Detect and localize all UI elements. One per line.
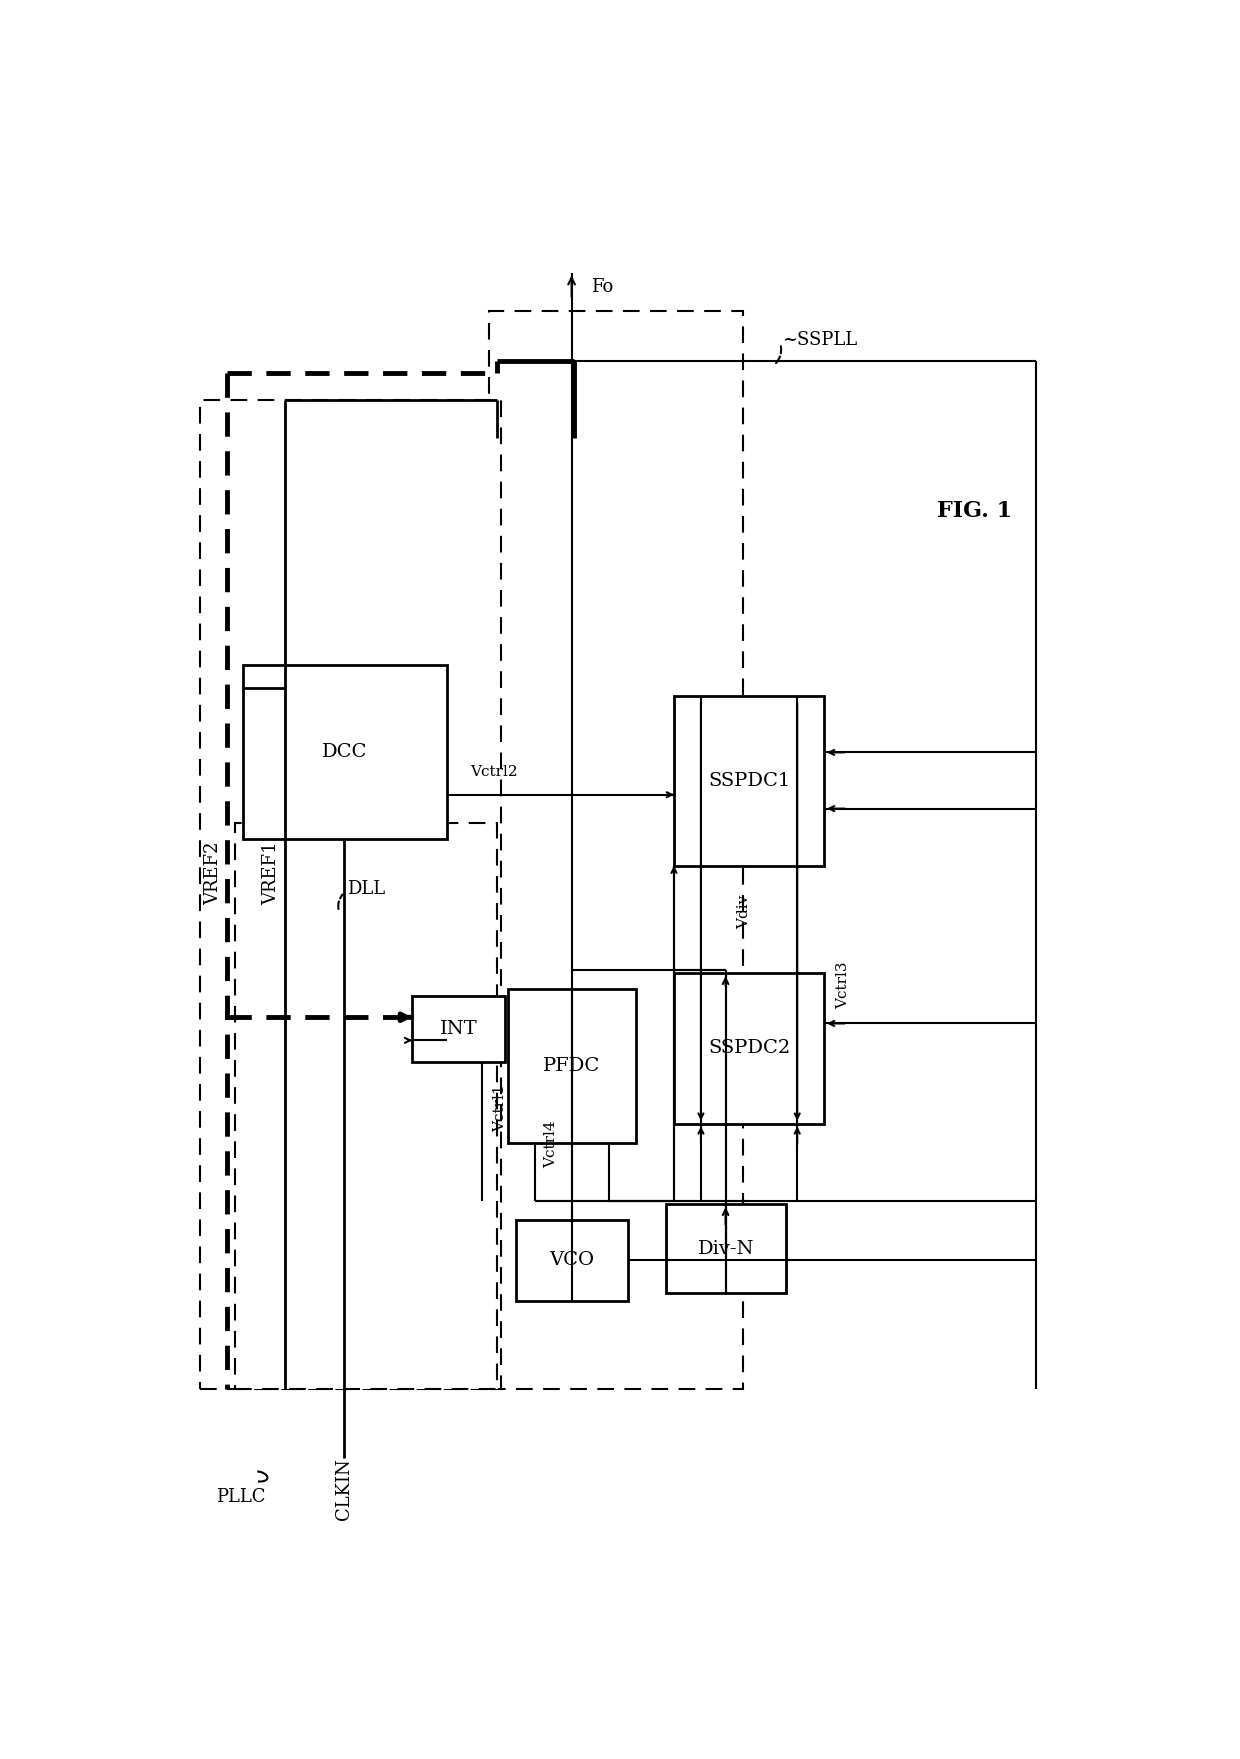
Text: CLKIN: CLKIN: [336, 1458, 353, 1520]
Text: VCO: VCO: [549, 1251, 594, 1270]
Bar: [516, 1219, 627, 1300]
Text: Vctrl2: Vctrl2: [470, 765, 517, 779]
Bar: [412, 997, 505, 1062]
Bar: [236, 823, 497, 1390]
Bar: [508, 989, 636, 1143]
Text: Vctrl4: Vctrl4: [543, 1120, 558, 1168]
Bar: [201, 399, 501, 1390]
Text: Fo: Fo: [590, 278, 613, 296]
Bar: [490, 311, 743, 1390]
Text: ~SSPLL: ~SSPLL: [781, 331, 857, 350]
Text: VREF1: VREF1: [263, 841, 280, 906]
Text: INT: INT: [439, 1020, 477, 1038]
Text: DCC: DCC: [322, 742, 367, 762]
Text: DLL: DLL: [347, 880, 384, 897]
Bar: [243, 665, 446, 839]
Text: VREF2: VREF2: [205, 841, 222, 906]
Text: SSPDC2: SSPDC2: [708, 1040, 790, 1057]
Text: FIG. 1: FIG. 1: [936, 500, 1012, 522]
Bar: [666, 1205, 786, 1293]
Text: PLLC: PLLC: [216, 1488, 265, 1506]
Text: Div-N: Div-N: [698, 1240, 754, 1258]
Text: PFDC: PFDC: [543, 1057, 600, 1075]
Text: SSPDC1: SSPDC1: [708, 772, 790, 790]
Bar: [675, 697, 825, 865]
Text: Vctrl1: Vctrl1: [494, 1084, 507, 1133]
Text: Vctrl3: Vctrl3: [836, 960, 849, 1008]
Text: Vdiv: Vdiv: [737, 895, 751, 929]
Bar: [675, 973, 825, 1124]
